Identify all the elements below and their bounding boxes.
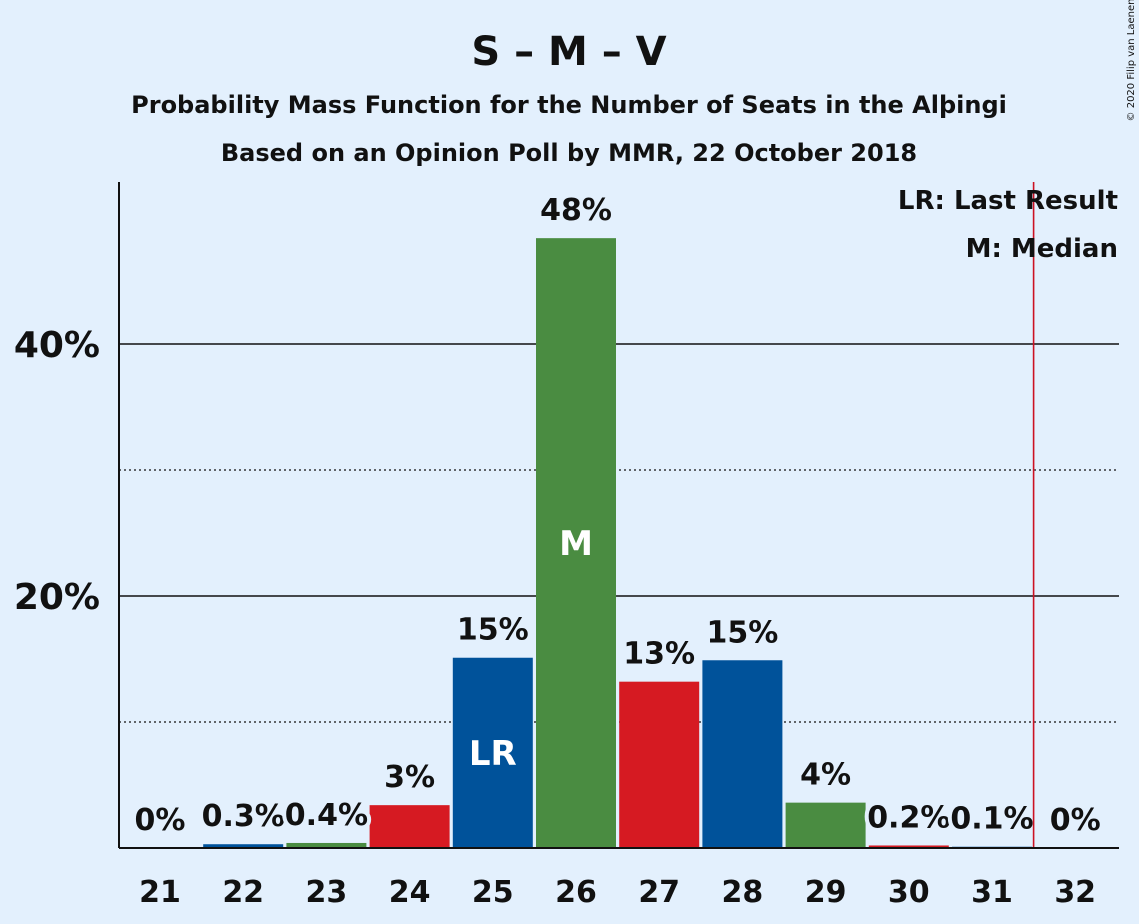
last-result-marker: LR xyxy=(469,734,517,774)
copyright-notice: © 2020 Filip van Laenen xyxy=(1126,0,1137,121)
value-label-seat-28: 15% xyxy=(706,615,778,650)
value-label-seat-31: 0.1% xyxy=(950,802,1033,837)
x-tick-label-29: 29 xyxy=(805,875,847,910)
bar-labels: 0% 21 0.3% 22 0.4% 23 3% 24 15% 25 LR 48% 26 M 13% 27 15… xyxy=(131,182,1105,910)
bar-seat-27 xyxy=(619,681,700,848)
x-tick-label-31: 31 xyxy=(971,875,1013,910)
x-tick-label-32: 32 xyxy=(1054,875,1096,910)
legend-median: M: Median xyxy=(966,234,1118,264)
value-label-seat-30: 0.2% xyxy=(867,800,950,835)
x-tick-label-21: 21 xyxy=(139,875,181,910)
x-tick-label-24: 24 xyxy=(389,875,431,910)
bar-seat-28 xyxy=(702,660,783,848)
x-tick-label-23: 23 xyxy=(306,875,348,910)
x-tick-label-28: 28 xyxy=(722,875,764,910)
x-tick-label-30: 30 xyxy=(888,875,930,910)
value-label-seat-22: 0.3% xyxy=(202,799,285,834)
bar-seat-24 xyxy=(369,805,450,848)
value-label-seat-23: 0.4% xyxy=(285,798,368,833)
bar-seat-26 xyxy=(536,238,616,848)
x-tick-label-25: 25 xyxy=(472,875,514,910)
chart-subtitle-line-2: Based on an Opinion Poll by MMR, 22 Octo… xyxy=(221,139,917,167)
y-tick-label-20: 20% xyxy=(14,577,100,618)
bar-seat-30 xyxy=(868,845,949,848)
value-label-seat-26: 48% xyxy=(540,193,612,228)
legend-last-result: LR: Last Result xyxy=(898,186,1118,216)
bar-seat-25 xyxy=(452,657,533,848)
x-tick-label-22: 22 xyxy=(222,875,264,910)
value-label-seat-25: 15% xyxy=(457,613,529,648)
value-label-seat-32: 0% xyxy=(1050,803,1101,838)
x-tick-label-26: 26 xyxy=(555,875,597,910)
chart-title: S – M – V xyxy=(471,29,666,75)
value-label-seat-21: 0% xyxy=(135,803,186,838)
value-label-seat-29: 4% xyxy=(800,758,851,793)
bar-seat-22 xyxy=(203,844,284,848)
bar-seat-29 xyxy=(785,802,866,848)
bars xyxy=(203,238,1032,848)
median-marker: M xyxy=(559,524,593,564)
axes xyxy=(118,182,1119,849)
bar-seat-23 xyxy=(286,842,367,848)
value-label-seat-27: 13% xyxy=(623,637,695,672)
y-tick-label-40: 40% xyxy=(14,325,100,366)
gridlines: 20% 40% xyxy=(14,325,1119,723)
value-label-seat-24: 3% xyxy=(384,760,435,795)
chart-subtitle-line-1: Probability Mass Function for the Number… xyxy=(131,91,1007,119)
x-tick-label-27: 27 xyxy=(638,875,680,910)
